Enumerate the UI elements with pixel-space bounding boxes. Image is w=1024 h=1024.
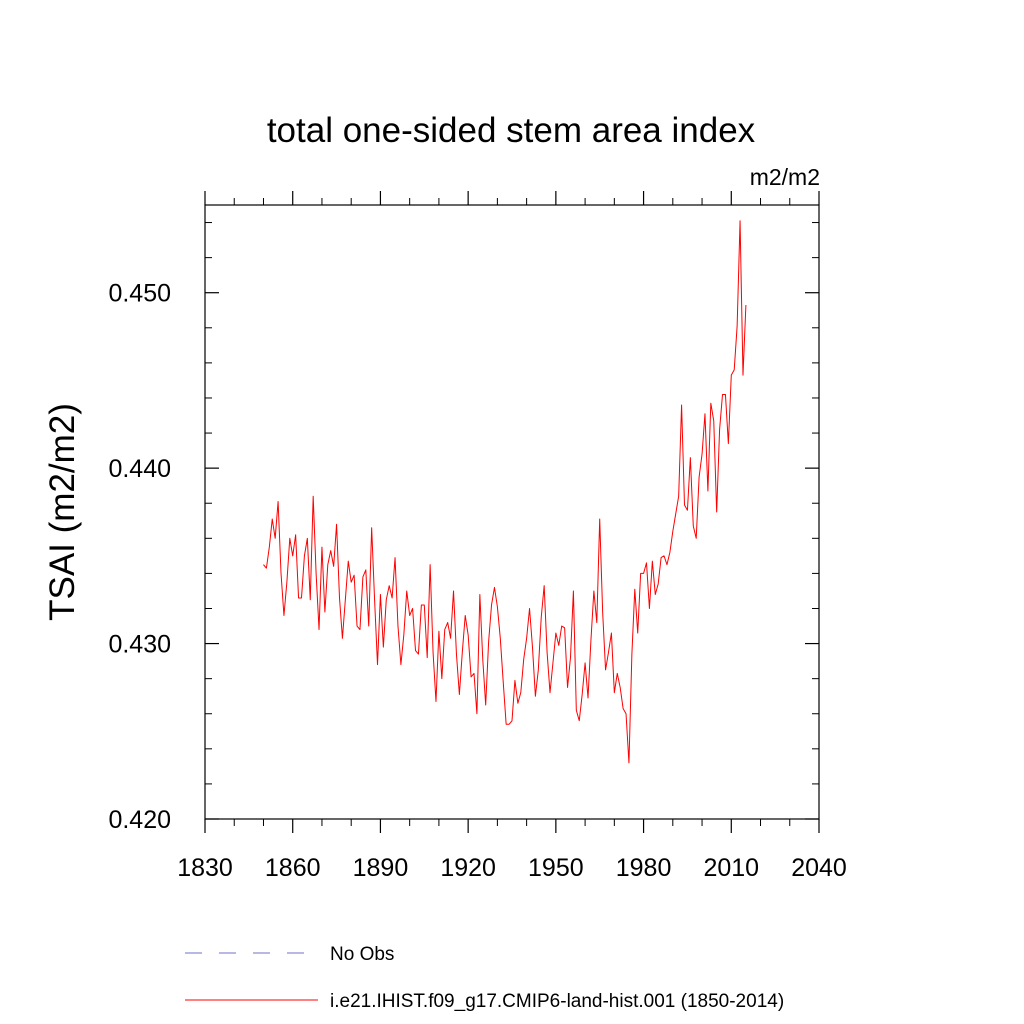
x-axis-tick-labels: 1830 1860 1890 1920 1950 1980 2010 2040 (177, 854, 847, 882)
plot-frame (204, 204, 820, 820)
x-tick-label: 1860 (265, 854, 321, 882)
chart-title: total one-sided stem area index (267, 111, 756, 150)
y-tick-label: 0.440 (108, 455, 171, 483)
y-axis-tick-labels: 0.420 0.430 0.440 0.450 (108, 280, 171, 834)
x-tick-label: 1890 (353, 854, 409, 882)
legend-label-no-obs: No Obs (330, 944, 394, 965)
x-axis-ticks (204, 191, 820, 833)
y-tick-label: 0.420 (108, 806, 171, 834)
x-tick-label: 1830 (177, 854, 233, 882)
legend-label-model-run: i.e21.IHIST.f09_g17.CMIP6-land-hist.001 … (330, 991, 784, 1012)
x-tick-label: 2010 (703, 854, 759, 882)
series-line (263, 220, 747, 764)
y-axis-label: TSAI (m2/m2) (43, 403, 82, 621)
x-tick-label: 1980 (616, 854, 672, 882)
x-tick-label: 1920 (440, 854, 496, 882)
legend: No Obs i.e21.IHIST.f09_g17.CMIP6-land-hi… (185, 944, 784, 1012)
y-tick-label: 0.450 (108, 280, 171, 308)
units-label: m2/m2 (750, 164, 820, 190)
y-axis-ticks (205, 222, 819, 820)
y-tick-label: 0.430 (108, 631, 171, 659)
x-tick-label: 1950 (528, 854, 584, 882)
series-layer (263, 220, 747, 764)
x-tick-label: 2040 (791, 854, 847, 882)
